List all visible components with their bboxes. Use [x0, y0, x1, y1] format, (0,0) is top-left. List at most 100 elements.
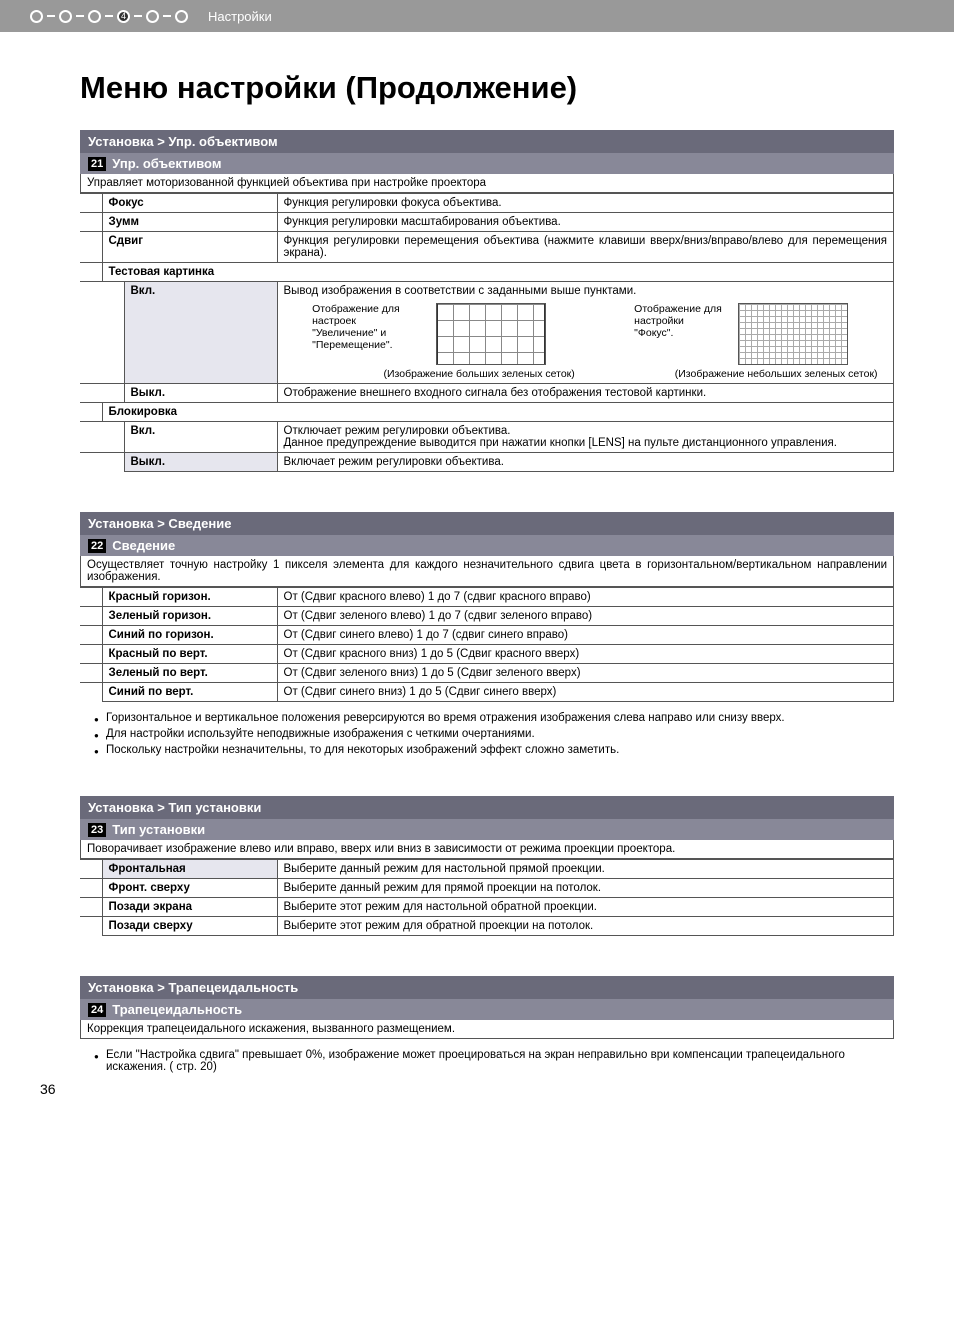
param-value: Выберите этот режим для настольной обрат… [277, 898, 894, 917]
section-path: Установка > Трапецеидальность [80, 976, 894, 999]
param-value-test-on: Вывод изображения в соответствии с задан… [277, 282, 894, 384]
param-value: Выберите данный режим для прямой проекци… [277, 879, 894, 898]
param-value: Функция регулировки перемещения объектив… [277, 232, 894, 263]
breadcrumb-label: Настройки [208, 9, 272, 24]
section-sub-label: Трапецеидальность [112, 1002, 242, 1017]
table-row: Тестовая картинка [80, 263, 894, 282]
param-value: Отключает режим регулировки объектива. Д… [277, 422, 894, 453]
table-row: Позади экранаВыберите этот режим для нас… [80, 898, 894, 917]
test-group-left: Отображение для настроек "Увеличение" и … [284, 303, 575, 380]
param-name: Фронтальная [102, 860, 277, 879]
param-subname: Выкл. [124, 453, 277, 472]
param-value: От (Сдвиг зеленого вниз) 1 до 5 (Сдвиг з… [277, 664, 894, 683]
param-value: От (Сдвиг красного влево) 1 до 7 (сдвиг … [277, 588, 894, 607]
section-subheading: 23 Тип установки [80, 819, 894, 840]
table-row: Зеленый по верт.От (Сдвиг зеленого вниз)… [80, 664, 894, 683]
tp-left-caption: (Изображение больших зеленых сеток) [384, 368, 575, 380]
table-row: Выкл. Включает режим регулировки объекти… [80, 453, 894, 472]
section-subheading: 24 Трапецеидальность [80, 999, 894, 1020]
grid-big-image [436, 303, 546, 365]
param-value: От (Сдвиг красного вниз) 1 до 5 (Сдвиг к… [277, 645, 894, 664]
table-row: Зумм Функция регулировки масштабирования… [80, 213, 894, 232]
params-table: Фокус Функция регулировки фокуса объекти… [80, 193, 894, 472]
param-value: От (Сдвиг зеленого влево) 1 до 7 (сдвиг … [277, 607, 894, 626]
section-subheading: 21 Упр. объективом [80, 153, 894, 174]
section-install-style: Установка > Тип установки 23 Тип установ… [80, 796, 894, 936]
note-item: Если "Настройка сдвига" превышает 0%, из… [94, 1049, 894, 1073]
page-number: 36 [40, 1081, 894, 1097]
tp-left-label: Отображение для настроек "Увеличение" и … [312, 303, 422, 351]
section-notes: Если "Настройка сдвига" превышает 0%, из… [80, 1049, 894, 1073]
note-item: Поскольку настройки незначительны, то дл… [94, 744, 894, 756]
param-name: Позади экрана [102, 898, 277, 917]
param-value: Функция регулировки фокуса объектива. [277, 194, 894, 213]
param-value: От (Сдвиг синего влево) 1 до 7 (сдвиг си… [277, 626, 894, 645]
section-description: Коррекция трапецеидального искажения, вы… [80, 1020, 894, 1039]
table-row: Красный горизон.От (Сдвиг красного влево… [80, 588, 894, 607]
table-row: Зеленый горизон.От (Сдвиг зеленого влево… [80, 607, 894, 626]
table-row: Вкл. Вывод изображения в соответствии с … [80, 282, 894, 384]
tp-on-intro: Вывод изображения в соответствии с задан… [284, 285, 888, 297]
param-name: Зеленый по верт. [102, 664, 277, 683]
param-name: Зеленый горизон. [102, 607, 277, 626]
param-name: Красный горизон. [102, 588, 277, 607]
section-number: 23 [88, 823, 106, 837]
param-name: Сдвиг [102, 232, 277, 263]
param-name: Фронт. сверху [102, 879, 277, 898]
param-name: Зумм [102, 213, 277, 232]
table-row: Вкл. Отключает режим регулировки объекти… [80, 422, 894, 453]
params-table: Красный горизон.От (Сдвиг красного влево… [80, 587, 894, 702]
note-item: Горизонтальное и вертикальное положения … [94, 712, 894, 724]
param-name: Блокировка [102, 403, 894, 422]
param-name: Красный по верт. [102, 645, 277, 664]
table-row: Фронт. сверхуВыберите данный режим для п… [80, 879, 894, 898]
param-subname: Вкл. [124, 422, 277, 453]
param-value: Выберите этот режим для обратной проекци… [277, 917, 894, 936]
section-path: Установка > Упр. объективом [80, 130, 894, 153]
param-subname: Выкл. [124, 384, 277, 403]
table-row: Синий по верт.От (Сдвиг синего вниз) 1 д… [80, 683, 894, 702]
breadcrumb: 4 Настройки [0, 0, 954, 32]
section-subheading: 22 Сведение [80, 535, 894, 556]
note-text: Если "Настройка сдвига" превышает 0%, из… [106, 1049, 845, 1073]
param-value: Выберите данный режим для настольной пря… [277, 860, 894, 879]
section-number: 24 [88, 1003, 106, 1017]
section-path: Установка > Сведение [80, 512, 894, 535]
table-row: Фокус Функция регулировки фокуса объекти… [80, 194, 894, 213]
tp-right-label: Отображение для настройки "Фокус". [634, 303, 724, 339]
section-keystone: Установка > Трапецеидальность 24 Трапеце… [80, 976, 894, 1073]
section-sub-label: Сведение [112, 538, 175, 553]
table-row: ФронтальнаяВыберите данный режим для нас… [80, 860, 894, 879]
table-row: Красный по верт.От (Сдвиг красного вниз)… [80, 645, 894, 664]
table-row: Сдвиг Функция регулировки перемещения об… [80, 232, 894, 263]
section-path: Установка > Тип установки [80, 796, 894, 819]
section-notes: Горизонтальное и вертикальное положения … [80, 712, 894, 756]
param-name: Фокус [102, 194, 277, 213]
param-value: От (Сдвиг синего вниз) 1 до 5 (Сдвиг син… [277, 683, 894, 702]
section-pixel-adjust: Установка > Сведение 22 Сведение Осущест… [80, 512, 894, 756]
breadcrumb-dots: 4 [30, 10, 188, 23]
section-sub-label: Тип установки [112, 822, 205, 837]
param-value: Функция регулировки масштабирования объе… [277, 213, 894, 232]
tp-right-caption: (Изображение небольших зеленых сеток) [675, 368, 878, 380]
table-row: Синий по горизон.От (Сдвиг синего влево)… [80, 626, 894, 645]
section-number: 21 [88, 157, 106, 171]
page-title: Меню настройки (Продолжение) [80, 70, 894, 106]
param-name: Синий по горизон. [102, 626, 277, 645]
params-table: ФронтальнаяВыберите данный режим для нас… [80, 859, 894, 936]
param-subname: Вкл. [124, 282, 277, 384]
breadcrumb-dot-active: 4 [117, 10, 130, 23]
grid-small-image [738, 303, 848, 365]
table-row: Блокировка [80, 403, 894, 422]
table-row: Выкл. Отображение внешнего входного сигн… [80, 384, 894, 403]
table-row: Позади сверхуВыберите этот режим для обр… [80, 917, 894, 936]
section-description: Поворачивает изображение влево или вправ… [80, 840, 894, 859]
section-sub-label: Упр. объективом [112, 156, 221, 171]
param-value: Отображение внешнего входного сигнала бе… [277, 384, 894, 403]
section-description: Осуществляет точную настройку 1 пикселя … [80, 556, 894, 587]
param-name: Тестовая картинка [102, 263, 894, 282]
param-name: Синий по верт. [102, 683, 277, 702]
section-lens-control: Установка > Упр. объективом 21 Упр. объе… [80, 130, 894, 472]
param-name: Позади сверху [102, 917, 277, 936]
test-group-right: Отображение для настройки "Фокус". (Изоб… [605, 303, 878, 380]
